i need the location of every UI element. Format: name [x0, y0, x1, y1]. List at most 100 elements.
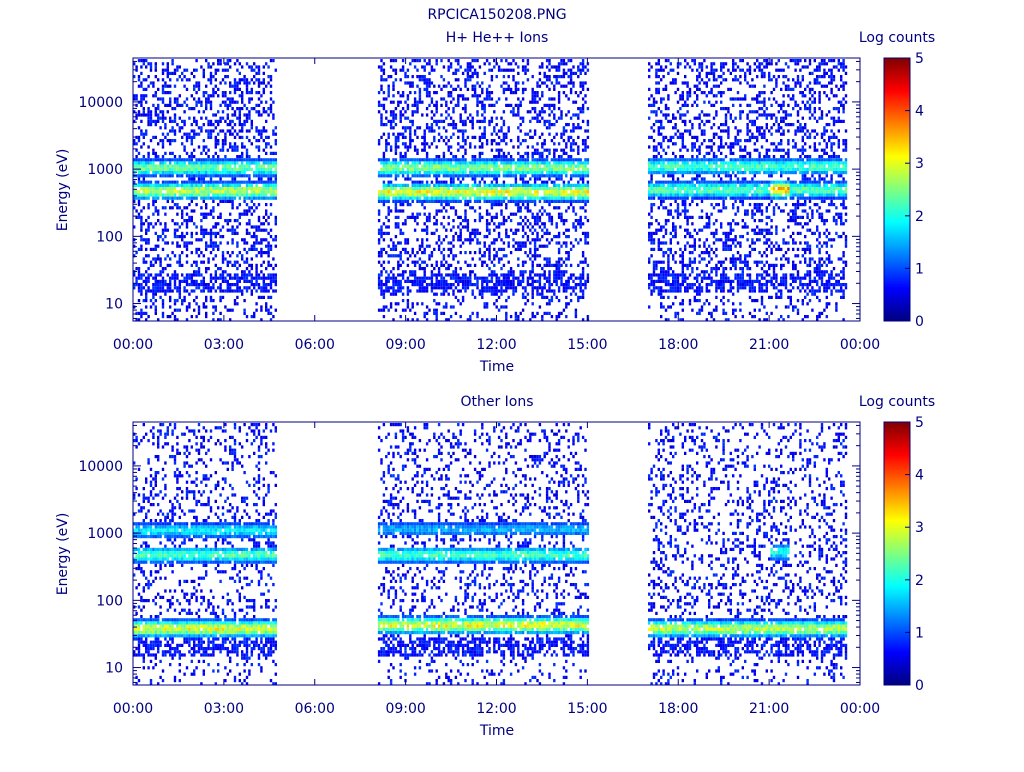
heatmap-cell — [245, 129, 249, 133]
heatmap-cell — [452, 110, 455, 114]
heatmap-cell — [159, 167, 162, 171]
heatmap-cell — [394, 283, 398, 287]
heatmap-cell — [433, 193, 436, 197]
heatmap-cell — [142, 164, 145, 168]
heatmap-cell — [154, 279, 157, 283]
heatmap-cell — [269, 97, 273, 101]
heatmap-cell — [401, 193, 405, 197]
heatmap-cell — [471, 193, 474, 197]
heatmap-cell — [483, 107, 486, 111]
heatmap-cell — [265, 161, 268, 165]
heatmap-cell — [154, 286, 157, 290]
heatmap-cell — [181, 164, 184, 168]
heatmap-cell — [387, 164, 390, 168]
heatmap-cell — [142, 196, 145, 200]
heatmap-cell — [176, 183, 179, 187]
heatmap-cell — [557, 100, 561, 104]
heatmap-cell — [159, 289, 162, 293]
heatmap-cell — [135, 158, 138, 162]
heatmap-cell — [557, 177, 561, 181]
heatmap-cell — [557, 97, 561, 101]
heatmap-cell — [541, 295, 544, 299]
heatmap-cell — [428, 129, 431, 133]
heatmap-cell — [255, 91, 258, 95]
heatmap-cell — [555, 276, 558, 280]
heatmap-cell — [382, 187, 386, 191]
heatmap-cell — [260, 100, 263, 104]
heatmap-cell — [248, 167, 251, 171]
heatmap-cell — [560, 171, 563, 175]
heatmap-cell — [416, 171, 419, 175]
heatmap-cell — [161, 180, 165, 184]
heatmap-cell — [428, 78, 431, 82]
heatmap-cell — [380, 247, 383, 251]
heatmap-cell — [416, 222, 419, 226]
heatmap-cell — [147, 113, 150, 117]
heatmap-cell — [140, 158, 143, 162]
heatmap-cell — [147, 187, 150, 191]
heatmap-cell — [548, 270, 551, 274]
heatmap-cell — [245, 190, 249, 194]
heatmap-cell — [382, 97, 386, 101]
heatmap-cell — [536, 167, 539, 171]
heatmap-cell — [221, 251, 225, 255]
heatmap-cell — [533, 254, 537, 258]
heatmap-cell — [231, 97, 234, 101]
heatmap-cell — [181, 263, 184, 267]
heatmap-cell — [212, 305, 215, 309]
heatmap-cell — [243, 119, 246, 123]
heatmap-cell — [171, 180, 174, 184]
heatmap-cell — [411, 103, 414, 107]
heatmap-cell — [231, 289, 234, 293]
heatmap-cell — [509, 286, 513, 290]
heatmap-cell — [248, 231, 251, 235]
heatmap-cell — [471, 116, 474, 120]
heatmap-cell — [380, 59, 383, 63]
heatmap-cell — [133, 158, 136, 162]
heatmap-cell — [190, 219, 193, 223]
heatmap-cell — [188, 187, 191, 191]
heatmap-cell — [488, 279, 491, 283]
heatmap-cell — [473, 91, 477, 95]
heatmap-cell — [466, 183, 470, 187]
heatmap-cell — [202, 190, 205, 194]
heatmap-cell — [533, 190, 537, 194]
heatmap-cell — [157, 254, 160, 258]
heatmap-cell — [241, 100, 244, 104]
heatmap-cell — [423, 78, 426, 82]
heatmap-cell — [152, 283, 155, 287]
heatmap-cell — [507, 103, 510, 107]
heatmap-cell — [164, 91, 167, 95]
heatmap-cell — [233, 183, 237, 187]
heatmap-cell — [557, 289, 561, 293]
heatmap-cell — [274, 244, 277, 248]
heatmap-cell — [149, 190, 153, 194]
heatmap-cell — [497, 279, 501, 283]
heatmap-cell — [245, 91, 249, 95]
heatmap-cell — [377, 209, 381, 213]
heatmap-cell — [452, 155, 455, 159]
heatmap-cell — [195, 315, 198, 319]
heatmap-cell — [490, 183, 494, 187]
heatmap-cell — [473, 193, 477, 197]
heatmap-cell — [190, 177, 193, 181]
heatmap-cell — [418, 283, 422, 287]
heatmap-cell — [490, 276, 494, 280]
heatmap-cell — [229, 196, 232, 200]
heatmap-cell — [416, 238, 419, 242]
heatmap-cell — [147, 167, 150, 171]
heatmap-cell — [557, 183, 561, 187]
heatmap-cell — [442, 190, 446, 194]
heatmap-cell — [409, 308, 412, 312]
heatmap-cell — [476, 174, 479, 178]
heatmap-cell — [483, 190, 486, 194]
heatmap-cell — [533, 167, 537, 171]
heatmap-cell — [519, 273, 522, 277]
heatmap-cell — [229, 142, 232, 146]
heatmap-cell — [495, 100, 498, 104]
heatmap-cell — [231, 225, 234, 229]
heatmap-cell — [193, 308, 196, 312]
heatmap-cell — [207, 193, 210, 197]
heatmap-cell — [269, 235, 273, 239]
heatmap-cell — [193, 222, 196, 226]
